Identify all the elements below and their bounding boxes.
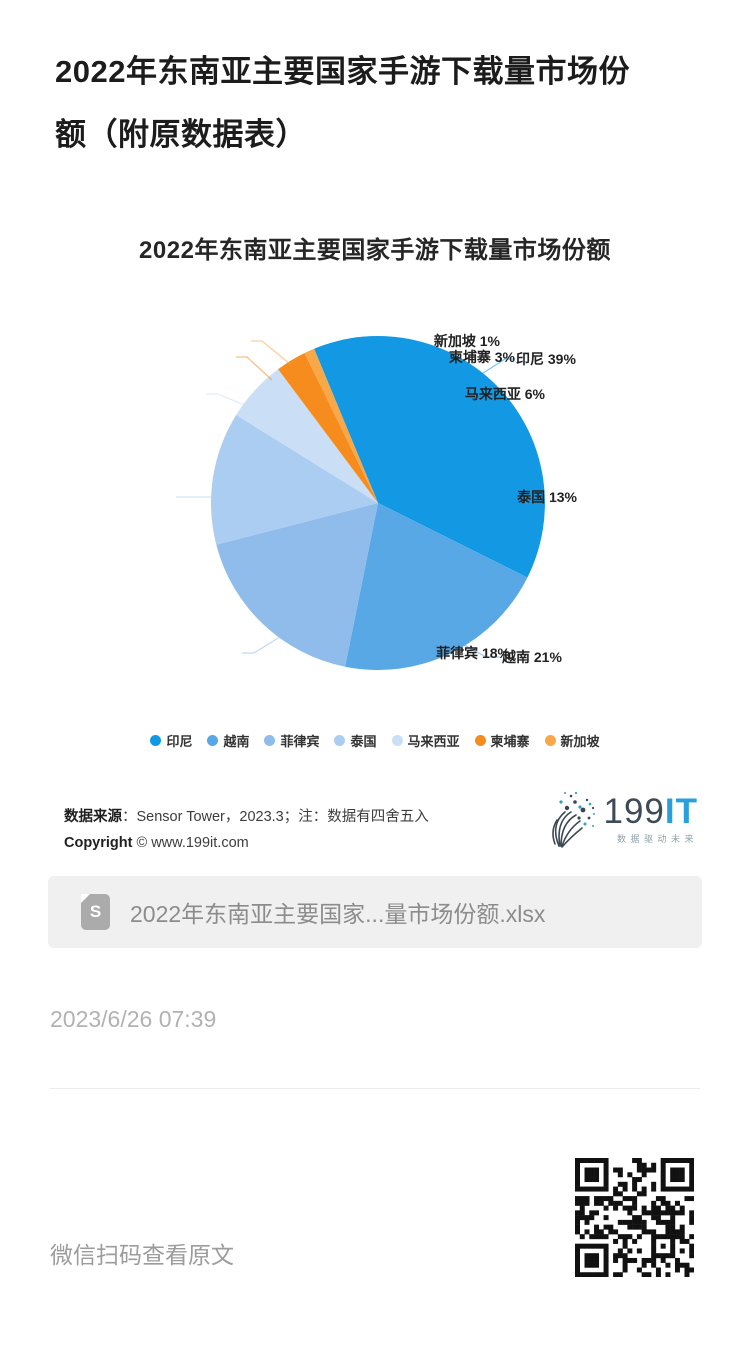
file-icon-letter: S bbox=[89, 902, 102, 921]
attachment-file[interactable]: S 2022年东南亚主要国家...量市场份额.xlsx bbox=[48, 876, 702, 948]
copyright-label: Copyright bbox=[64, 835, 133, 851]
pie-callout-label: 泰国 13% bbox=[517, 489, 577, 505]
legend-item: 新加坡 bbox=[544, 731, 600, 750]
logo-tagline: 数据驱动未来 bbox=[616, 833, 698, 844]
pie-callout-label: 菲律宾 18% bbox=[436, 645, 510, 661]
post-date: 2023/6/26 07:39 bbox=[50, 1006, 217, 1032]
callout-line bbox=[206, 393, 248, 407]
pie-callout-label: 柬埔寨 3% bbox=[448, 349, 515, 365]
legend-item: 马来西亚 bbox=[391, 731, 460, 750]
pie-callout-label: 越南 21% bbox=[502, 649, 562, 665]
legend-label: 新加坡 bbox=[560, 734, 600, 749]
legend-label: 柬埔寨 bbox=[490, 734, 530, 749]
source-line: 数据来源：Sensor Tower，2023.3；注：数据有四舍五入 bbox=[64, 804, 429, 830]
logo-199: 199 bbox=[603, 791, 665, 831]
legend-label: 越南 bbox=[223, 734, 250, 749]
pie-chart-block: 2022年东南亚主要国家手游下载量市场份额 印尼 39% 越南 21% 菲律宾 18… bbox=[0, 210, 750, 770]
callout-line bbox=[251, 340, 291, 365]
callout-line bbox=[236, 356, 273, 381]
callout-line bbox=[242, 634, 284, 654]
pie-chart bbox=[176, 336, 545, 670]
legend-dot bbox=[264, 735, 276, 746]
legend-label: 马来西亚 bbox=[407, 734, 460, 749]
legend-item: 印尼 bbox=[150, 731, 192, 750]
attachment-filename: 2022年东南亚主要国家...量市场份额.xlsx bbox=[130, 901, 546, 927]
legend-label: 泰国 bbox=[350, 734, 377, 749]
199it-logo: 199IT 数据驱动未来 bbox=[549, 788, 698, 850]
copyright-text: © www.199it.com bbox=[132, 835, 249, 851]
legend-dot bbox=[150, 735, 162, 746]
legend-item: 泰国 bbox=[334, 731, 377, 750]
legend-dot bbox=[334, 735, 346, 746]
scan-hint-text: 微信扫码查看原文 bbox=[50, 1242, 234, 1268]
data-source-note: 数据来源：Sensor Tower，2023.3；注：数据有四舍五入 Copyr… bbox=[64, 804, 429, 856]
callout-line bbox=[476, 358, 515, 378]
legend-dot bbox=[391, 735, 403, 746]
legend-item: 菲律宾 bbox=[264, 731, 319, 750]
legend-dot bbox=[544, 735, 556, 746]
logo-it: IT bbox=[664, 791, 698, 831]
spreadsheet-file-icon: S bbox=[81, 894, 110, 930]
legend-label: 菲律宾 bbox=[280, 734, 320, 749]
article-title: 2022年东南亚主要国家手游下载量市场份 额（附原数据表） bbox=[55, 54, 630, 152]
pie-slice-7 bbox=[304, 348, 378, 503]
pie-slice-1 bbox=[314, 336, 545, 578]
pie-slice-4 bbox=[211, 414, 378, 545]
source-label: 数据来源 bbox=[64, 809, 122, 825]
chart-title: 2022年东南亚主要国家手游下载量市场份额 bbox=[139, 237, 611, 264]
legend-item: 柬埔寨 bbox=[474, 731, 530, 750]
pie-callout-label: 马来西亚 6% bbox=[464, 386, 545, 402]
legend-dot bbox=[207, 735, 219, 746]
pie-slice-3 bbox=[216, 503, 378, 667]
copyright-line: Copyright © www.199it.com bbox=[64, 830, 429, 856]
chart-legend: 印尼 越南 菲律宾 泰国 马来西亚 柬埔寨 新加坡 bbox=[0, 731, 750, 750]
pie-callout-label: 新加坡 1% bbox=[433, 333, 500, 349]
legend-dot bbox=[474, 735, 486, 746]
legend-item: 越南 bbox=[207, 731, 249, 750]
pie-slice-6 bbox=[278, 353, 378, 503]
source-text: ：Sensor Tower，2023.3；注：数据有四舍五入 bbox=[122, 809, 429, 825]
pie-slice-5 bbox=[236, 369, 378, 503]
callout-line bbox=[454, 639, 500, 658]
legend-label: 印尼 bbox=[166, 734, 193, 749]
dandelion-icon bbox=[552, 791, 596, 848]
pie-callout-label: 印尼 39% bbox=[516, 351, 576, 367]
logo-wordmark: 199IT bbox=[603, 791, 698, 831]
divider bbox=[50, 1088, 700, 1089]
qr-code bbox=[575, 1158, 694, 1277]
pie-slice-2 bbox=[345, 503, 528, 670]
